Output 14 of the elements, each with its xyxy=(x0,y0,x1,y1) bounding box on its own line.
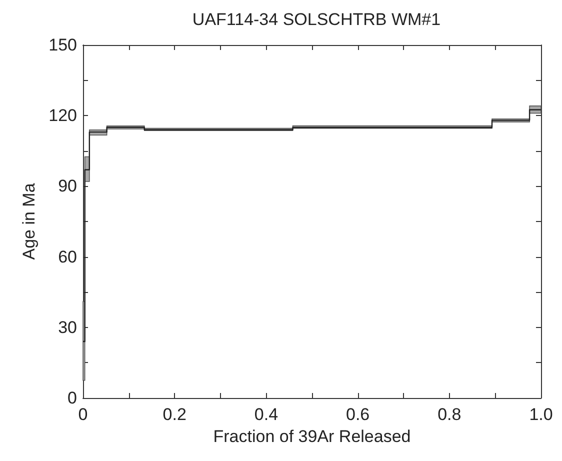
y-tick-label: 120 xyxy=(48,106,77,126)
x-axis-title: Fraction of 39Ar Released xyxy=(213,427,411,446)
x-tick-label: 1.0 xyxy=(529,405,553,424)
chart-title: UAF114-34 SOLSCHTRB WM#1 xyxy=(192,10,441,29)
x-tick-label: 0.8 xyxy=(438,405,462,424)
x-tick-label: 0.4 xyxy=(254,405,278,424)
x-tick-label: 0.6 xyxy=(346,405,370,424)
y-tick-label: 90 xyxy=(58,176,77,196)
y-tick-label: 150 xyxy=(48,36,77,54)
y-axis-title: Age in Ma xyxy=(20,182,39,260)
y-tick-label: 0 xyxy=(68,388,77,408)
y-tick-label: 30 xyxy=(58,318,77,337)
x-tick-label: 0.2 xyxy=(162,405,186,424)
y-tick-label: 60 xyxy=(58,247,77,266)
